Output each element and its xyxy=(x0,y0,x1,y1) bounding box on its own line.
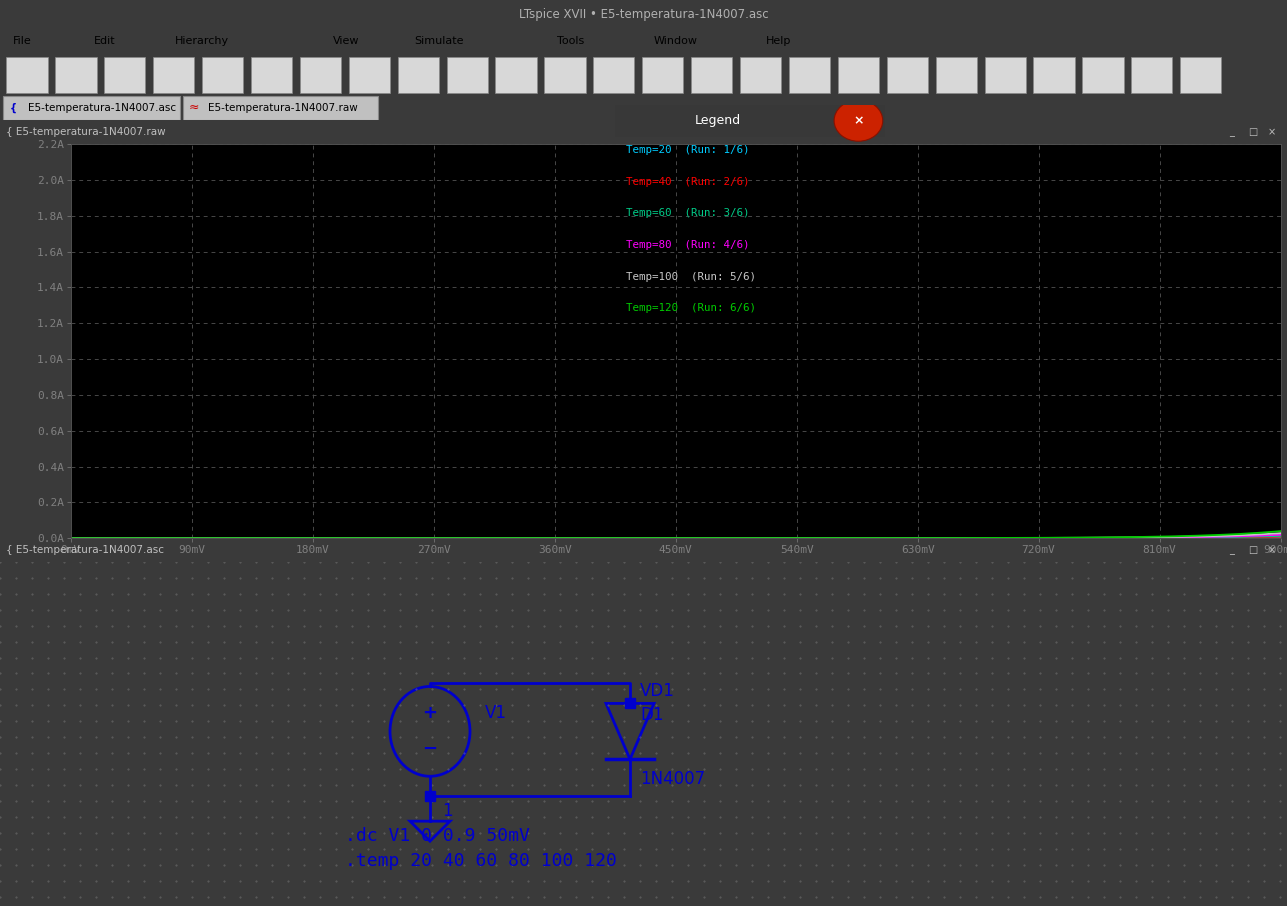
FancyBboxPatch shape xyxy=(789,57,830,93)
Text: I(D1): I(D1) xyxy=(653,120,699,134)
Text: Help: Help xyxy=(766,35,792,46)
Text: Legend: Legend xyxy=(695,114,741,127)
Text: E5-temperatura-1N4007.asc: E5-temperatura-1N4007.asc xyxy=(28,102,176,113)
FancyBboxPatch shape xyxy=(887,57,928,93)
FancyBboxPatch shape xyxy=(3,96,180,120)
FancyBboxPatch shape xyxy=(936,57,977,93)
Text: { E5-temperatura-1N4007.asc: { E5-temperatura-1N4007.asc xyxy=(6,545,165,555)
FancyBboxPatch shape xyxy=(642,57,683,93)
FancyBboxPatch shape xyxy=(251,57,292,93)
Text: E5-temperatura-1N4007.raw: E5-temperatura-1N4007.raw xyxy=(208,102,358,113)
Text: Temp=40  (Run: 2/6): Temp=40 (Run: 2/6) xyxy=(625,177,749,187)
Text: {: { xyxy=(10,102,21,113)
Text: Temp=80  (Run: 4/6): Temp=80 (Run: 4/6) xyxy=(625,240,749,250)
Text: D1: D1 xyxy=(640,707,664,725)
FancyBboxPatch shape xyxy=(838,57,879,93)
Text: .dc V1 0 0.9 50mV: .dc V1 0 0.9 50mV xyxy=(345,827,530,845)
FancyBboxPatch shape xyxy=(398,57,439,93)
FancyBboxPatch shape xyxy=(691,57,732,93)
FancyBboxPatch shape xyxy=(1131,57,1172,93)
Text: ×: × xyxy=(1268,127,1275,138)
Text: −: − xyxy=(422,740,438,758)
Text: Temp=20  (Run: 1/6): Temp=20 (Run: 1/6) xyxy=(625,145,749,155)
Text: LTspice XVII • E5-temperatura-1N4007.asc: LTspice XVII • E5-temperatura-1N4007.asc xyxy=(519,8,768,22)
FancyBboxPatch shape xyxy=(349,57,390,93)
FancyBboxPatch shape xyxy=(1180,57,1221,93)
Text: Hierarchy: Hierarchy xyxy=(175,35,229,46)
FancyBboxPatch shape xyxy=(495,57,537,93)
Text: Window: Window xyxy=(654,35,698,46)
Text: □: □ xyxy=(1248,545,1257,555)
Text: VD1: VD1 xyxy=(640,682,674,700)
FancyBboxPatch shape xyxy=(104,57,145,93)
Text: .temp 20 40 60 80 100 120: .temp 20 40 60 80 100 120 xyxy=(345,853,616,870)
Text: Temp=120  (Run: 6/6): Temp=120 (Run: 6/6) xyxy=(625,304,755,313)
FancyBboxPatch shape xyxy=(183,96,378,120)
Text: Simulate: Simulate xyxy=(414,35,463,46)
Text: ×: × xyxy=(1268,545,1275,555)
FancyBboxPatch shape xyxy=(985,57,1026,93)
Text: +: + xyxy=(422,704,438,722)
FancyBboxPatch shape xyxy=(55,57,97,93)
FancyBboxPatch shape xyxy=(6,57,48,93)
Text: Temp=100  (Run: 5/6): Temp=100 (Run: 5/6) xyxy=(625,272,755,282)
Text: _: _ xyxy=(1229,545,1234,555)
Text: File: File xyxy=(13,35,32,46)
Text: Tools: Tools xyxy=(557,35,584,46)
Text: V1: V1 xyxy=(485,704,507,722)
FancyBboxPatch shape xyxy=(153,57,194,93)
Text: 1N4007: 1N4007 xyxy=(640,770,705,788)
FancyBboxPatch shape xyxy=(1033,57,1075,93)
Text: View: View xyxy=(333,35,360,46)
Text: { E5-temperatura-1N4007.raw: { E5-temperatura-1N4007.raw xyxy=(6,127,166,138)
Text: 1: 1 xyxy=(441,802,453,820)
Text: _: _ xyxy=(1229,127,1234,138)
FancyBboxPatch shape xyxy=(615,105,885,137)
FancyBboxPatch shape xyxy=(544,57,586,93)
Text: □: □ xyxy=(1248,127,1257,138)
Text: ×: × xyxy=(853,114,864,127)
FancyBboxPatch shape xyxy=(202,57,243,93)
FancyBboxPatch shape xyxy=(593,57,634,93)
Circle shape xyxy=(834,100,883,141)
FancyBboxPatch shape xyxy=(447,57,488,93)
FancyBboxPatch shape xyxy=(1082,57,1124,93)
FancyBboxPatch shape xyxy=(300,57,341,93)
FancyBboxPatch shape xyxy=(740,57,781,93)
Text: ≈: ≈ xyxy=(189,101,203,114)
Text: Temp=60  (Run: 3/6): Temp=60 (Run: 3/6) xyxy=(625,208,749,218)
Text: Edit: Edit xyxy=(94,35,116,46)
